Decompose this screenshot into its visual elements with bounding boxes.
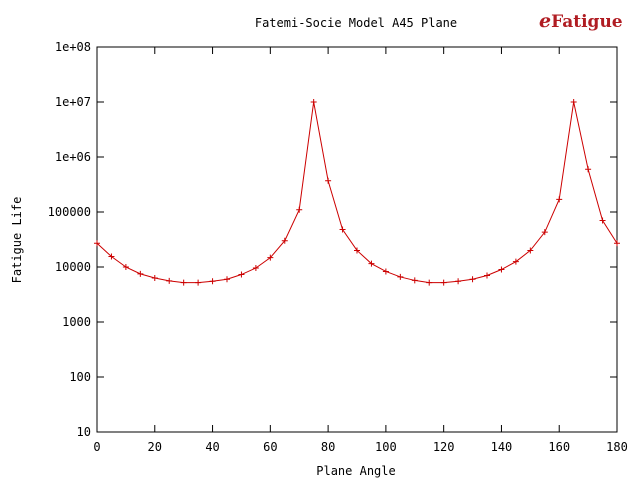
data-point [122, 264, 129, 270]
data-point [325, 177, 332, 184]
y-tick-label: 100 [69, 370, 91, 384]
chart-title: Fatemi-Socie Model A45 Plane [255, 16, 457, 30]
data-point [209, 278, 216, 285]
y-tick-label: 10000 [55, 260, 91, 274]
x-tick-label: 120 [433, 440, 455, 454]
data-point [498, 266, 505, 273]
data-point [527, 247, 534, 254]
data-point [411, 277, 418, 284]
data-point [397, 273, 404, 280]
logo-prefix: e [539, 10, 551, 32]
data-point [137, 270, 144, 277]
data-point [382, 268, 389, 275]
y-tick-label: 1000 [62, 315, 91, 329]
x-tick-label: 60 [263, 440, 277, 454]
data-point [267, 254, 274, 261]
data-point [368, 260, 375, 267]
ticks [96, 46, 618, 433]
x-tick-label: 100 [375, 440, 397, 454]
y-tick-label: 1e+07 [55, 95, 91, 109]
y-tick-label: 10 [77, 425, 91, 439]
data-point [310, 99, 317, 105]
data-point [252, 264, 259, 271]
data-point [108, 253, 115, 260]
series [94, 99, 620, 286]
x-tick-label: 20 [148, 440, 162, 454]
data-point [354, 247, 360, 254]
x-tick-label: 160 [548, 440, 570, 454]
data-point [541, 229, 548, 236]
plot-frame [96, 46, 618, 433]
data-point [484, 272, 490, 279]
logo: eFatigue [539, 10, 623, 32]
data-point [426, 279, 433, 286]
data-point [585, 166, 592, 173]
data-point [614, 240, 620, 247]
data-point [151, 275, 158, 282]
data-point [281, 237, 288, 244]
data-point [296, 206, 303, 213]
logo-text: eFatigue [539, 10, 623, 32]
logo-name: Fatigue [551, 12, 623, 32]
x-tick-label: 180 [606, 440, 628, 454]
x-tick-label: 40 [205, 440, 219, 454]
y-tick-label: 1e+06 [55, 150, 91, 164]
x-tick-label: 80 [321, 440, 335, 454]
data-point [440, 279, 447, 286]
tick-labels: 0 20 40 60 80 100 120 140 160 180 10 100 1000 10000 10… [48, 40, 628, 454]
data-point [599, 217, 606, 224]
data-point [166, 277, 173, 284]
data-point [339, 226, 346, 233]
series-line [96, 101, 618, 284]
data-point [455, 278, 462, 285]
data-point [180, 279, 187, 286]
data-point [238, 271, 245, 278]
x-axis-label: Plane Angle [316, 464, 395, 478]
data-point [94, 240, 100, 247]
data-point [469, 276, 476, 283]
data-point [570, 99, 577, 105]
y-tick-label: 100000 [48, 205, 91, 219]
y-axis-label: Fatigue Life [10, 197, 24, 284]
data-point [224, 276, 230, 283]
data-point [195, 279, 202, 286]
y-tick-label: 1e+08 [55, 40, 91, 54]
x-tick-label: 0 [93, 440, 100, 454]
data-point [556, 196, 563, 203]
data-point [512, 258, 519, 265]
x-tick-label: 140 [491, 440, 513, 454]
